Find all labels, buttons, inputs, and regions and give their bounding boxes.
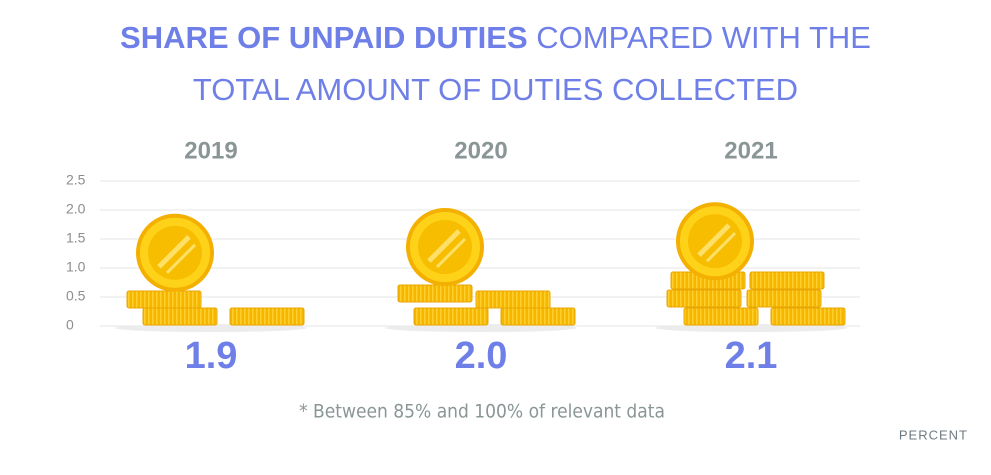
coin-stack xyxy=(115,213,307,332)
x-category-label: 2021 xyxy=(724,137,777,164)
chart-title: SHARE OF UNPAID DUTIES xyxy=(120,20,528,55)
coin-roll xyxy=(666,289,742,308)
coin-roll xyxy=(229,307,305,326)
coin-roll xyxy=(770,307,846,326)
footnote: * Between 85% and 100% of relevant data xyxy=(299,401,665,423)
coin-shine xyxy=(705,232,737,263)
coin-roll xyxy=(746,289,822,308)
y-tick-label: 2.5 xyxy=(66,172,86,188)
coin-roll xyxy=(413,307,489,326)
value-label: 2.1 xyxy=(725,335,778,377)
y-tick-label: 0 xyxy=(66,317,74,333)
shadow xyxy=(115,324,307,332)
coin-shine xyxy=(157,235,191,269)
shadow xyxy=(385,324,577,332)
coin-roll xyxy=(683,307,759,326)
coin-roll xyxy=(500,307,576,326)
coin-roll xyxy=(749,271,825,290)
x-category-label: 2019 xyxy=(184,137,237,164)
title-line: SHARE OF UNPAID DUTIES COMPARED WITH THE… xyxy=(106,12,886,116)
coin-roll xyxy=(142,307,218,326)
coin-shine xyxy=(165,243,197,274)
value-label: 2.0 xyxy=(455,335,508,377)
coin-stack xyxy=(655,202,847,332)
chart-subtitle: COMPARED WITH THE TOTAL AMOUNT OF DUTIES… xyxy=(192,20,871,107)
shadow xyxy=(655,324,847,332)
coin-shine xyxy=(435,237,467,269)
title-block: SHARE OF UNPAID DUTIES COMPARED WITH THE… xyxy=(0,12,991,116)
x-category-label: 2020 xyxy=(454,137,507,164)
unit-label: PERCENT xyxy=(899,427,968,442)
y-tick-label: 0.5 xyxy=(66,288,86,304)
coin-stack xyxy=(385,208,577,332)
y-tick-label: 2.0 xyxy=(66,201,86,217)
y-tick-label: 1.5 xyxy=(66,230,86,246)
y-tick-label: 1.0 xyxy=(66,259,86,275)
coin-shine xyxy=(697,223,731,257)
coin-roll xyxy=(126,290,202,309)
value-label: 1.9 xyxy=(185,335,238,377)
coin-roll xyxy=(397,284,473,303)
coin-roll xyxy=(475,290,551,309)
coin-shine xyxy=(427,229,461,263)
